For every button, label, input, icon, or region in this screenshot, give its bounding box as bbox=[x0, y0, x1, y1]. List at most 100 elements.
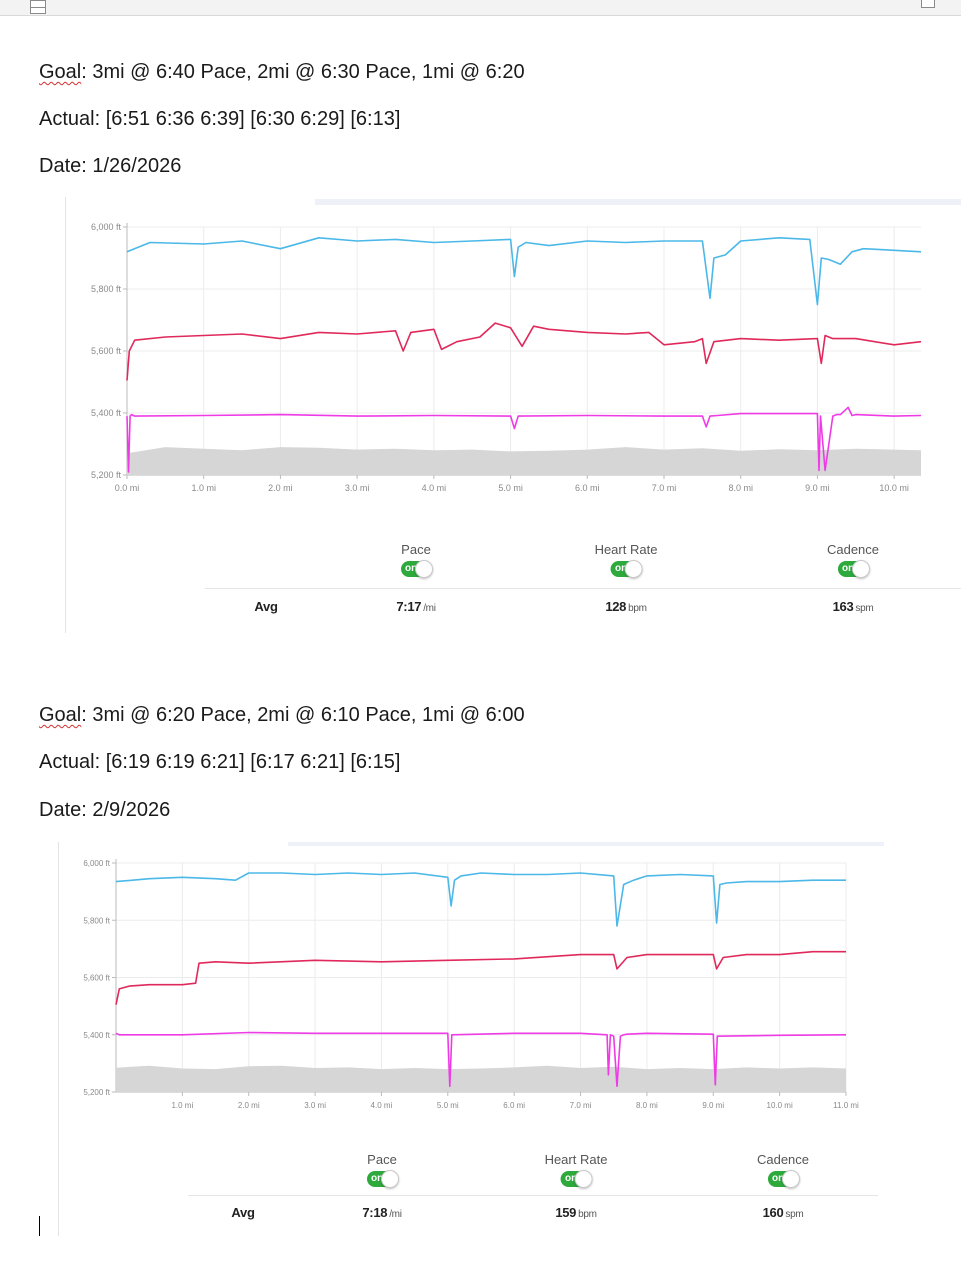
heart-rate-toggle[interactable]: on bbox=[611, 560, 643, 578]
x-tick-label: 4.0 mi bbox=[422, 483, 447, 493]
x-tick-label: 2.0 mi bbox=[238, 1101, 260, 1110]
avg-pace-value: 7:18 bbox=[362, 1205, 388, 1220]
cadence-toggle[interactable]: on bbox=[767, 1170, 800, 1188]
x-tick-label: 3.0 mi bbox=[304, 1101, 326, 1110]
avg-cad-value: 160 bbox=[762, 1205, 784, 1220]
toggle-state: on bbox=[615, 563, 628, 574]
toggle-state: on bbox=[565, 1173, 578, 1184]
goal-text: : 3mi @ 6:40 Pace, 2mi @ 6:30 Pace, 1mi … bbox=[81, 61, 525, 83]
y-tick-label: 5,600 ft bbox=[91, 346, 122, 356]
x-tick-label: 5.0 mi bbox=[498, 483, 523, 493]
cadence-toggle[interactable]: on bbox=[837, 560, 870, 578]
window-top-strip bbox=[0, 0, 961, 16]
x-tick-label: 1.0 mi bbox=[171, 1101, 193, 1110]
legend-label: Pace bbox=[367, 1152, 397, 1167]
x-tick-label: 10.0 mi bbox=[879, 483, 909, 493]
screenshot-crop-strip bbox=[288, 842, 884, 846]
avg-hr-unit: bpm bbox=[628, 603, 647, 614]
legend-cadence: Cadence on bbox=[827, 542, 879, 582]
series-elevation-area bbox=[127, 447, 921, 475]
heart-rate-toggle[interactable]: on bbox=[561, 1170, 593, 1188]
averages-row bbox=[205, 588, 961, 618]
x-tick-label: 9.0 mi bbox=[702, 1101, 724, 1110]
averages-row bbox=[188, 1195, 878, 1223]
toggle-knob bbox=[415, 560, 433, 578]
text-cursor bbox=[39, 1216, 40, 1236]
activity-line-chart: 6,000 ft 5,800 ft 5,600 ft 5,400 ft 5,200 ft… bbox=[83, 859, 859, 1110]
y-tick-label: 5,400 ft bbox=[83, 1031, 110, 1040]
legend-label: Heart Rate bbox=[594, 542, 658, 557]
x-tick-label: 8.0 mi bbox=[636, 1101, 658, 1110]
y-tick-label: 5,600 ft bbox=[83, 974, 110, 983]
x-tick-label: 7.0 mi bbox=[652, 483, 677, 493]
y-tick-label: 5,200 ft bbox=[83, 1088, 110, 1097]
legend-pace: Pace on bbox=[401, 542, 433, 582]
x-tick-label: 10.0 mi bbox=[767, 1101, 793, 1110]
activity-chart-screenshot-1: 6,000 ft 5,800 ft 5,600 ft 5,400 ft 5,200 ft… bbox=[65, 197, 961, 633]
avg-label: Avg bbox=[254, 599, 278, 614]
avg-label: Avg bbox=[231, 1205, 255, 1220]
table-move-handle-icon[interactable] bbox=[30, 0, 46, 14]
toggle-knob bbox=[381, 1170, 399, 1188]
x-tick-label: 4.0 mi bbox=[371, 1101, 393, 1110]
pace-toggle[interactable]: on bbox=[401, 560, 433, 578]
legend-pace: Pace on bbox=[367, 1152, 399, 1192]
avg-hr-value: 128 bbox=[605, 599, 627, 614]
legend-heart-rate: Heart Rate on bbox=[594, 542, 658, 582]
series-cadence-line bbox=[126, 406, 922, 473]
avg-pace-value: 7:17 bbox=[396, 599, 422, 614]
avg-pace-unit: /mi bbox=[389, 1209, 402, 1220]
y-tick-label: 5,400 ft bbox=[91, 408, 122, 418]
legend-heart-rate: Heart Rate on bbox=[544, 1152, 608, 1192]
toggle-knob bbox=[625, 560, 643, 578]
y-tick-label: 5,200 ft bbox=[91, 470, 122, 480]
x-tick-label: 0.0 mi bbox=[115, 483, 140, 493]
series-heart-rate-line bbox=[115, 950, 846, 1005]
legend-label: Pace bbox=[401, 542, 431, 557]
screenshot-crop-strip bbox=[315, 199, 961, 205]
avg-cadence: 163 spm bbox=[833, 599, 874, 614]
screenshot-border bbox=[65, 197, 66, 633]
avg-cad-value: 163 bbox=[832, 599, 854, 614]
x-tick-label: 3.0 mi bbox=[345, 483, 370, 493]
series-elevation-area bbox=[116, 1065, 846, 1092]
x-tick-label: 8.0 mi bbox=[728, 483, 753, 493]
actual-line-1: Actual: [6:51 6:36 6:39] [6:30 6:29] [6:… bbox=[39, 108, 401, 130]
resize-handle-icon[interactable] bbox=[921, 0, 935, 8]
activity-line-chart: 6,000 ft 5,800 ft 5,600 ft 5,400 ft 5,200 ft… bbox=[91, 222, 922, 493]
toggle-state: on bbox=[371, 1173, 384, 1184]
avg-cad-unit: spm bbox=[855, 603, 874, 614]
y-tick-label: 6,000 ft bbox=[83, 859, 110, 868]
series-pace-line bbox=[115, 872, 846, 927]
toggle-knob bbox=[851, 560, 870, 578]
avg-cad-unit: spm bbox=[785, 1209, 804, 1220]
x-tick-label: 5.0 mi bbox=[437, 1101, 459, 1110]
toggle-state: on bbox=[771, 1173, 785, 1184]
avg-pace: 7:18/mi bbox=[362, 1205, 402, 1220]
goal-word: Goal bbox=[39, 704, 82, 726]
avg-cadence: 160 spm bbox=[763, 1205, 804, 1220]
goal-line-1: Goal: 3mi @ 6:40 Pace, 2mi @ 6:30 Pace, … bbox=[39, 60, 525, 84]
avg-hr-value: 159 bbox=[555, 1205, 577, 1220]
goal-word: Goal bbox=[39, 61, 82, 83]
toggle-knob bbox=[781, 1170, 800, 1188]
goal-line-2: Goal: 3mi @ 6:20 Pace, 2mi @ 6:10 Pace, … bbox=[39, 703, 525, 727]
x-tick-label: 6.0 mi bbox=[575, 483, 600, 493]
avg-hr-unit: bpm bbox=[578, 1209, 597, 1220]
x-tick-label: 11.0 mi bbox=[833, 1101, 859, 1110]
x-tick-label: 2.0 mi bbox=[268, 483, 293, 493]
avg-heart-rate: 128 bpm bbox=[605, 599, 647, 614]
date-line-2: Date: 2/9/2026 bbox=[39, 799, 171, 821]
pace-toggle[interactable]: on bbox=[367, 1170, 399, 1188]
avg-heart-rate: 159 bpm bbox=[555, 1205, 597, 1220]
y-tick-label: 6,000 ft bbox=[91, 222, 122, 232]
y-tick-label: 5,800 ft bbox=[91, 284, 122, 294]
date-line-1: Date: 1/26/2026 bbox=[39, 155, 182, 177]
x-tick-label: 7.0 mi bbox=[570, 1101, 592, 1110]
actual-line-2: Actual: [6:19 6:19 6:21] [6:17 6:21] [6:… bbox=[39, 751, 401, 773]
avg-pace: 7:17/mi bbox=[396, 599, 436, 614]
legend-label: Heart Rate bbox=[544, 1152, 608, 1167]
y-tick-label: 5,800 ft bbox=[83, 916, 110, 925]
x-tick-label: 9.0 mi bbox=[805, 483, 830, 493]
toggle-state: on bbox=[405, 563, 418, 574]
